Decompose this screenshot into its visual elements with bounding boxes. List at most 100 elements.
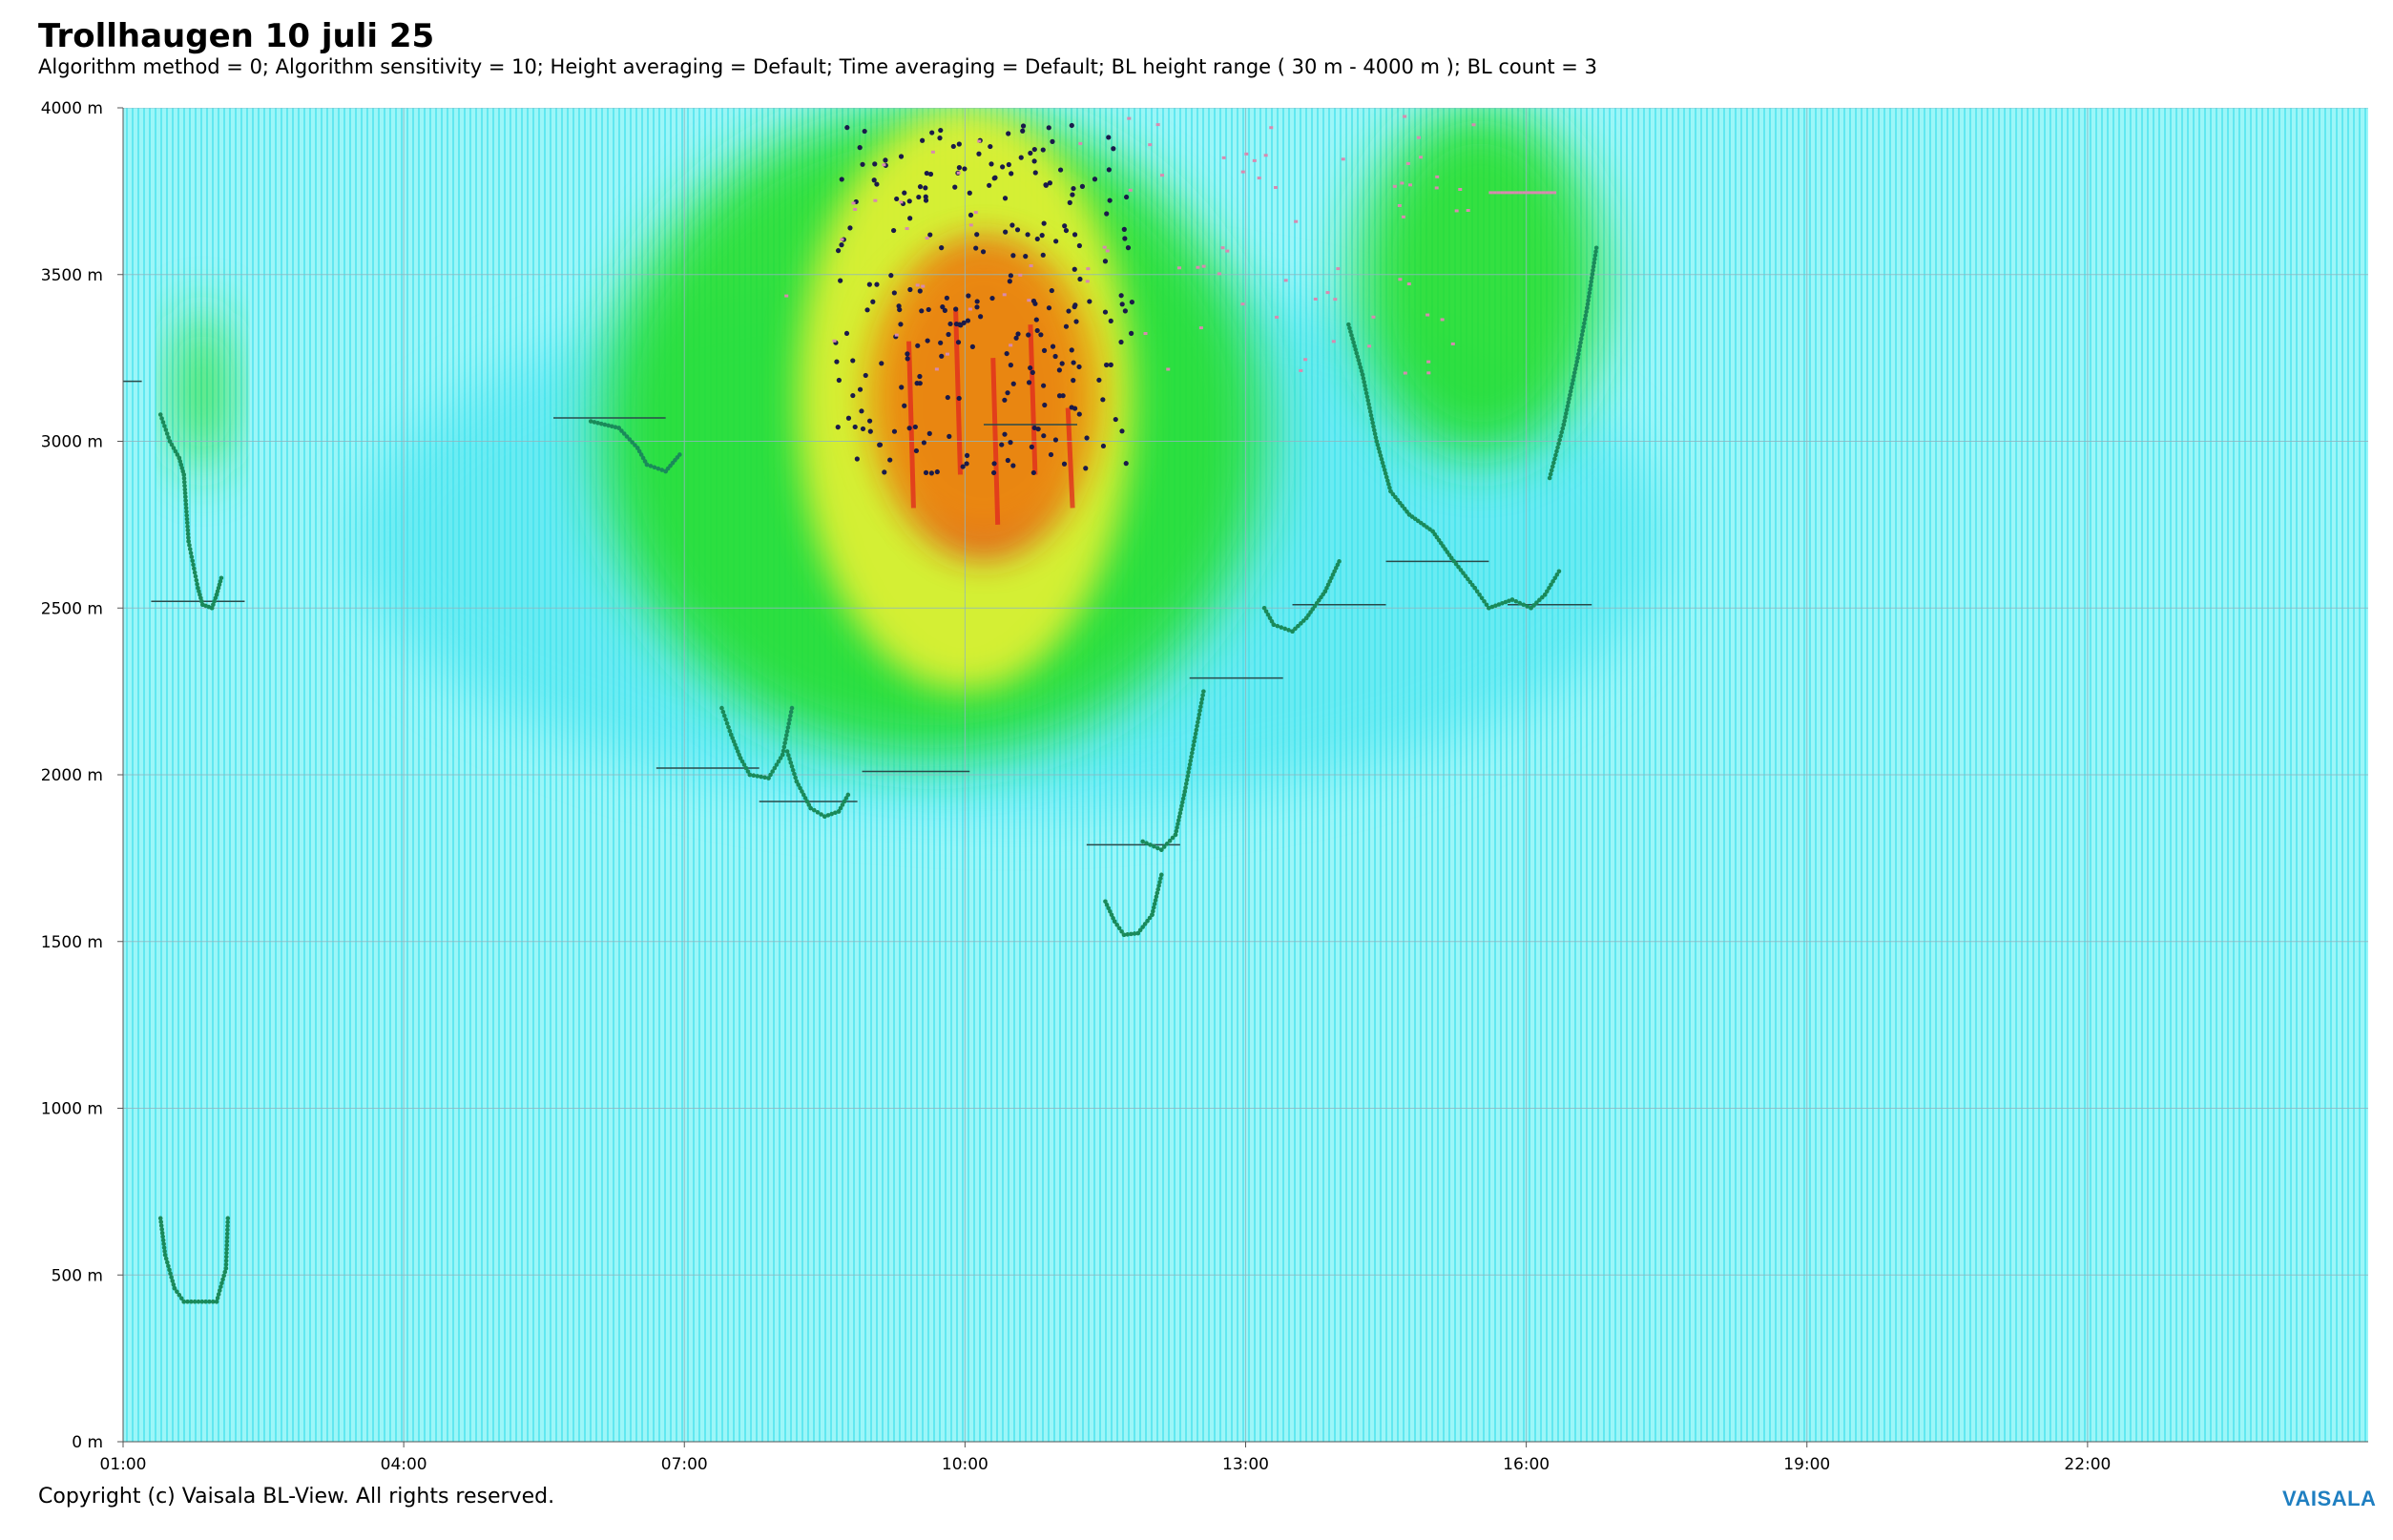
cloud-base-point: [897, 306, 903, 313]
bl-height-point: [223, 1261, 229, 1267]
bl-height-point: [168, 1271, 173, 1276]
aerosol-layer-point: [1549, 191, 1553, 195]
bl-height-point: [1487, 605, 1491, 611]
aerosol-layer-point: [1492, 191, 1497, 195]
cloud-base-point: [924, 170, 929, 177]
bl-height-point: [1327, 578, 1333, 584]
cloud-base-point: [863, 372, 868, 379]
cloud-base-point: [1006, 161, 1011, 168]
bl-height-point: [588, 419, 593, 424]
cloud-base-point: [1071, 360, 1076, 365]
cloud-base-point: [1108, 362, 1113, 367]
cloud-base-point: [1119, 302, 1125, 307]
bl-height-point: [644, 462, 650, 468]
bl-height-point: [218, 1288, 222, 1293]
bl-height-point: [659, 468, 665, 472]
aerosol-layer-point: [1269, 126, 1274, 130]
aerosol-layer-point: [1127, 116, 1132, 120]
bl-height-point: [181, 479, 187, 485]
bl-height-point: [210, 1299, 216, 1304]
cloud-base-point: [925, 338, 930, 343]
bl-height-point: [1534, 600, 1539, 605]
cloud-base-point: [1072, 406, 1078, 411]
bl-height-point: [808, 805, 813, 811]
bl-height-point: [1182, 789, 1188, 794]
bl-height-point: [1555, 445, 1560, 450]
cloud-base-point: [898, 154, 905, 159]
bl-height-point: [1129, 931, 1134, 937]
cloud-base-point: [913, 447, 920, 454]
bl-height-point: [1106, 905, 1112, 911]
cloud-base-point: [1003, 229, 1009, 235]
cloud-base-point: [1040, 147, 1046, 153]
cloud-base-point: [1034, 327, 1040, 334]
cloud-base-point: [915, 343, 921, 348]
y-tick-label: 3500 m: [41, 266, 103, 285]
bl-height-point: [1405, 510, 1409, 514]
cloud-base-point: [958, 323, 964, 328]
bl-height-point: [1347, 325, 1352, 331]
bl-height-point: [1383, 470, 1388, 476]
aerosol-layer-point: [1201, 264, 1206, 268]
aerosol-layer-point: [1510, 191, 1515, 195]
bl-height-point: [829, 811, 834, 817]
bl-height-point: [166, 1263, 171, 1269]
bl-height-point: [613, 425, 618, 429]
cloud-base-point: [883, 157, 888, 163]
bl-height-point: [1463, 573, 1468, 578]
aerosol-layer-point: [977, 139, 982, 143]
aerosol-layer-point: [1333, 298, 1338, 302]
bl-height-point: [1503, 599, 1509, 605]
cloud-base-point: [870, 299, 876, 304]
bl-height-point: [183, 494, 188, 500]
bl-height-point: [1177, 810, 1183, 816]
bl-height-point: [1180, 796, 1186, 801]
bl-height-point: [1587, 290, 1592, 296]
aerosol-layer-point: [905, 227, 909, 231]
bl-height-point: [1549, 468, 1554, 473]
bl-height-point: [1576, 347, 1582, 353]
bl-height-point: [173, 448, 178, 454]
bl-height-point: [788, 709, 794, 715]
aerosol-layer-point: [1533, 191, 1538, 195]
aerosol-layer-point: [1244, 152, 1249, 156]
cloud-base-point: [1047, 180, 1053, 186]
bl-height-point: [1537, 597, 1542, 603]
bl-height-point: [730, 736, 735, 740]
bl-height-point: [159, 1227, 164, 1232]
bl-height-point: [1585, 302, 1591, 307]
bl-height-point: [1367, 409, 1373, 414]
bl-height-point: [1265, 612, 1271, 617]
aerosol-layer-point: [925, 237, 929, 240]
bl-height-point: [1375, 442, 1381, 447]
bl-height-point: [1356, 358, 1362, 363]
bl-height-point: [185, 528, 191, 532]
cloud-base-point: [1076, 242, 1082, 249]
bl-height-point: [225, 1219, 230, 1225]
cloud-base-point: [1039, 233, 1045, 239]
bl-height-point: [224, 1250, 229, 1256]
bl-height-point: [224, 1231, 230, 1237]
cloud-base-point: [919, 308, 925, 314]
bl-height-point: [1558, 433, 1563, 439]
cloud-base-point: [926, 306, 931, 313]
bl-height-point: [1589, 275, 1594, 281]
bl-height-point: [1390, 491, 1396, 497]
aerosol-layer-point: [1537, 191, 1542, 195]
x-tick-label: 07:00: [661, 1455, 708, 1474]
bl-height-point: [1563, 411, 1569, 416]
bl-height-point: [1350, 336, 1355, 342]
cloud-base-point: [955, 340, 962, 345]
bl-height-point: [766, 776, 771, 780]
bl-height-point: [1282, 626, 1287, 632]
cloud-base-point: [1028, 150, 1033, 156]
cloud-base-point: [956, 165, 962, 171]
cloud-base-point: [1056, 393, 1063, 399]
bl-height-point: [1269, 618, 1275, 624]
aerosol-layer-point: [1426, 371, 1431, 375]
cloud-base-point: [974, 304, 980, 310]
bl-height-point: [1196, 712, 1202, 718]
bl-height-point: [1588, 282, 1593, 288]
cloud-base-point: [989, 295, 995, 302]
bl-height-point: [796, 782, 801, 787]
